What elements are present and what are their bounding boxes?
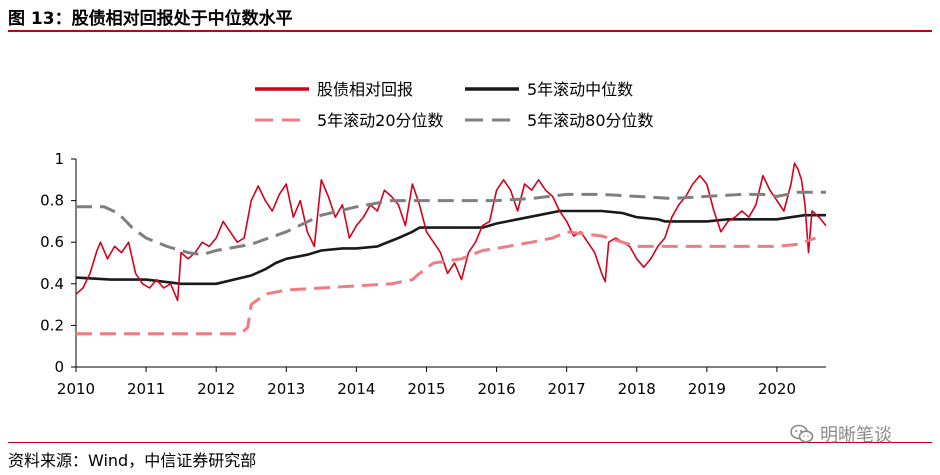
x-tick-label: 2013	[267, 380, 305, 398]
wechat-icon	[790, 424, 814, 443]
x-tick-label: 2018	[618, 380, 656, 398]
series-line-1	[75, 209, 826, 286]
x-tick-label: 2016	[477, 380, 515, 398]
y-tick-label: 1	[54, 150, 64, 168]
x-tick-label: 2011	[127, 380, 165, 398]
y-tick-label: 0.8	[40, 192, 64, 210]
y-tick-label: 0.2	[40, 316, 64, 334]
legend: 股债相对回报 5年滚动中位数 5年滚动20分位数 5年滚动80分位数	[255, 80, 654, 130]
legend-label: 5年滚动80分位数	[527, 111, 654, 130]
footer-divider	[8, 442, 932, 443]
source-note: 资料来源：Wind，中信证券研究部	[8, 451, 257, 470]
plot-area	[75, 162, 827, 336]
y-tick-label: 0	[54, 358, 64, 376]
title-divider	[8, 30, 932, 32]
watermark-text: 明晰笔谈	[820, 425, 892, 446]
series-line-3	[76, 190, 826, 257]
x-tick-label: 2017	[548, 380, 586, 398]
series-line-0	[75, 162, 827, 302]
x-tick-label: 2015	[407, 380, 445, 398]
x-tick-label: 2019	[688, 380, 726, 398]
legend-label: 5年滚动20分位数	[317, 111, 444, 130]
legend-label: 5年滚动中位数	[527, 80, 633, 99]
y-tick-label: 0.6	[40, 233, 64, 251]
y-tick-label: 0.4	[40, 275, 64, 293]
axes: 0 0.2 0.4 0.6 0.8 1 2010 2011 2012 2013 2014 2015 20…	[40, 150, 826, 398]
series-line-2	[76, 230, 817, 336]
watermark: 明晰笔谈	[790, 421, 892, 447]
legend-label: 股债相对回报	[317, 80, 413, 99]
figure-title: 图 13：股债相对回报处于中位数水平	[8, 9, 293, 29]
x-tick-label: 2012	[197, 380, 235, 398]
x-tick-label: 2014	[337, 380, 375, 398]
x-tick-label: 2010	[57, 380, 95, 398]
x-tick-label: 2020	[758, 380, 796, 398]
